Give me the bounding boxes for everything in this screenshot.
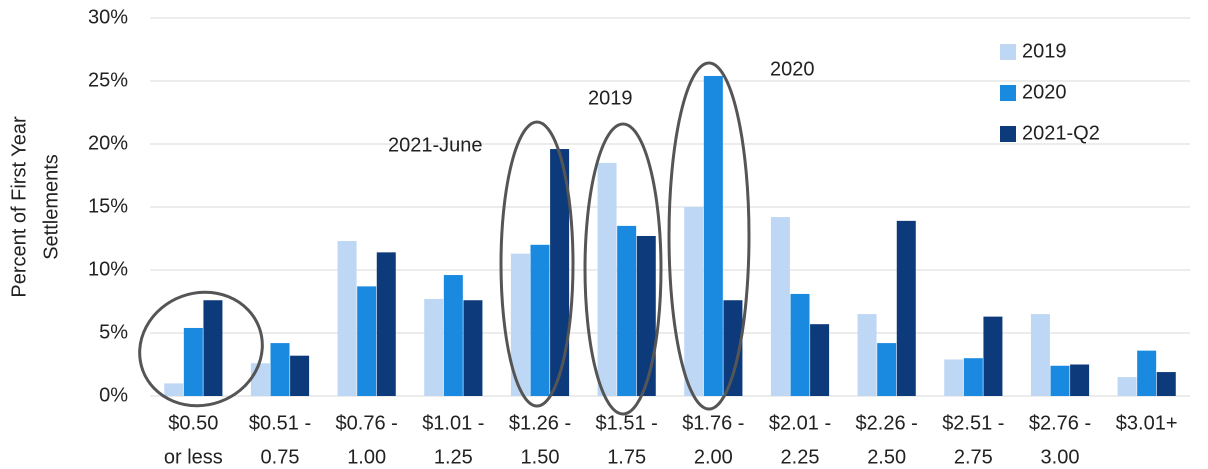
x-tick-label: 2.00 — [694, 446, 733, 468]
y-axis-label: Percent of First Year — [8, 116, 30, 298]
bar — [617, 225, 637, 396]
x-tick-label: 2.75 — [954, 446, 993, 468]
bar — [203, 300, 223, 396]
legend-swatch — [1000, 44, 1016, 60]
bar — [250, 363, 270, 396]
bar — [1137, 350, 1157, 396]
bar — [183, 327, 203, 396]
y-tick-label: 10% — [88, 258, 128, 280]
bar — [337, 241, 357, 396]
legend-label: 2021-Q2 — [1022, 122, 1100, 144]
bar — [684, 207, 704, 396]
bar — [1030, 314, 1050, 396]
x-tick-label: or less — [164, 446, 223, 468]
y-tick-label: 5% — [99, 321, 128, 343]
bar — [597, 162, 617, 396]
x-tick-label: $1.76 - — [682, 412, 744, 434]
bar — [164, 383, 184, 396]
x-tick-label: 1.75 — [607, 446, 646, 468]
bar — [877, 343, 897, 396]
bar — [896, 220, 916, 396]
bar — [636, 235, 656, 396]
bar — [357, 286, 377, 396]
bar — [723, 300, 743, 396]
bar — [270, 343, 290, 396]
x-tick-label: $2.01 - — [769, 412, 831, 434]
bar — [1050, 365, 1070, 396]
x-tick-label: $0.76 - — [336, 412, 398, 434]
y-tick-label: 20% — [88, 132, 128, 154]
bar — [703, 75, 723, 397]
annotation: 2021-June — [388, 134, 483, 156]
bar — [463, 300, 483, 396]
bar — [944, 359, 964, 396]
bar — [530, 244, 550, 396]
highlight-ring — [667, 61, 751, 411]
highlight-ring — [499, 120, 575, 408]
x-tick-label: $1.01 - — [422, 412, 484, 434]
y-tick-label: 30% — [88, 6, 128, 28]
x-tick-label: $1.26 - — [509, 412, 571, 434]
x-tick-label: 2.25 — [781, 446, 820, 468]
x-tick-label: $2.26 - — [856, 412, 918, 434]
legend-swatch — [1000, 126, 1016, 142]
bar — [1117, 377, 1137, 396]
bar — [376, 252, 396, 396]
x-tick-label: 3.00 — [1041, 446, 1080, 468]
bar — [550, 149, 570, 396]
x-tick-label: $3.01+ — [1116, 412, 1178, 434]
annotation: 2020 — [770, 58, 815, 80]
bar — [424, 298, 444, 396]
bar — [510, 253, 530, 396]
bar — [1156, 372, 1176, 396]
x-tick-label: $0.51 - — [249, 412, 311, 434]
x-tick-label: 1.25 — [434, 446, 473, 468]
highlight-ring — [583, 122, 663, 416]
legend-label: 2019 — [1022, 40, 1067, 62]
y-tick-label: 0% — [99, 384, 128, 406]
x-tick-label: $0.50 — [168, 412, 218, 434]
highlight-ring — [138, 290, 264, 408]
y-tick-label: 25% — [88, 69, 128, 91]
x-tick-label: $2.51 - — [942, 412, 1004, 434]
bar — [857, 314, 877, 396]
x-tick-label: 1.00 — [347, 446, 386, 468]
x-tick-label: 1.50 — [521, 446, 560, 468]
x-tick-label: 2.50 — [867, 446, 906, 468]
x-tick-label: 0.75 — [261, 446, 300, 468]
bar — [443, 275, 463, 396]
x-tick-label: $1.51 - — [596, 412, 658, 434]
legend-swatch — [1000, 85, 1016, 101]
bar — [770, 217, 790, 396]
bar — [983, 316, 1003, 396]
bar — [810, 324, 830, 396]
y-axis-label: Settlements — [40, 154, 62, 260]
plot-area: 0% 5% 10% 15% 20% 25% 30% Percent of First Year… — [8, 6, 1190, 468]
legend-label: 2020 — [1022, 81, 1067, 103]
x-tick-label: $2.76 - — [1029, 412, 1091, 434]
bar — [1070, 364, 1090, 396]
bar — [790, 293, 810, 396]
y-tick-label: 15% — [88, 195, 128, 217]
bar — [290, 355, 310, 396]
bar — [963, 358, 983, 396]
annotation: 2019 — [588, 87, 633, 109]
